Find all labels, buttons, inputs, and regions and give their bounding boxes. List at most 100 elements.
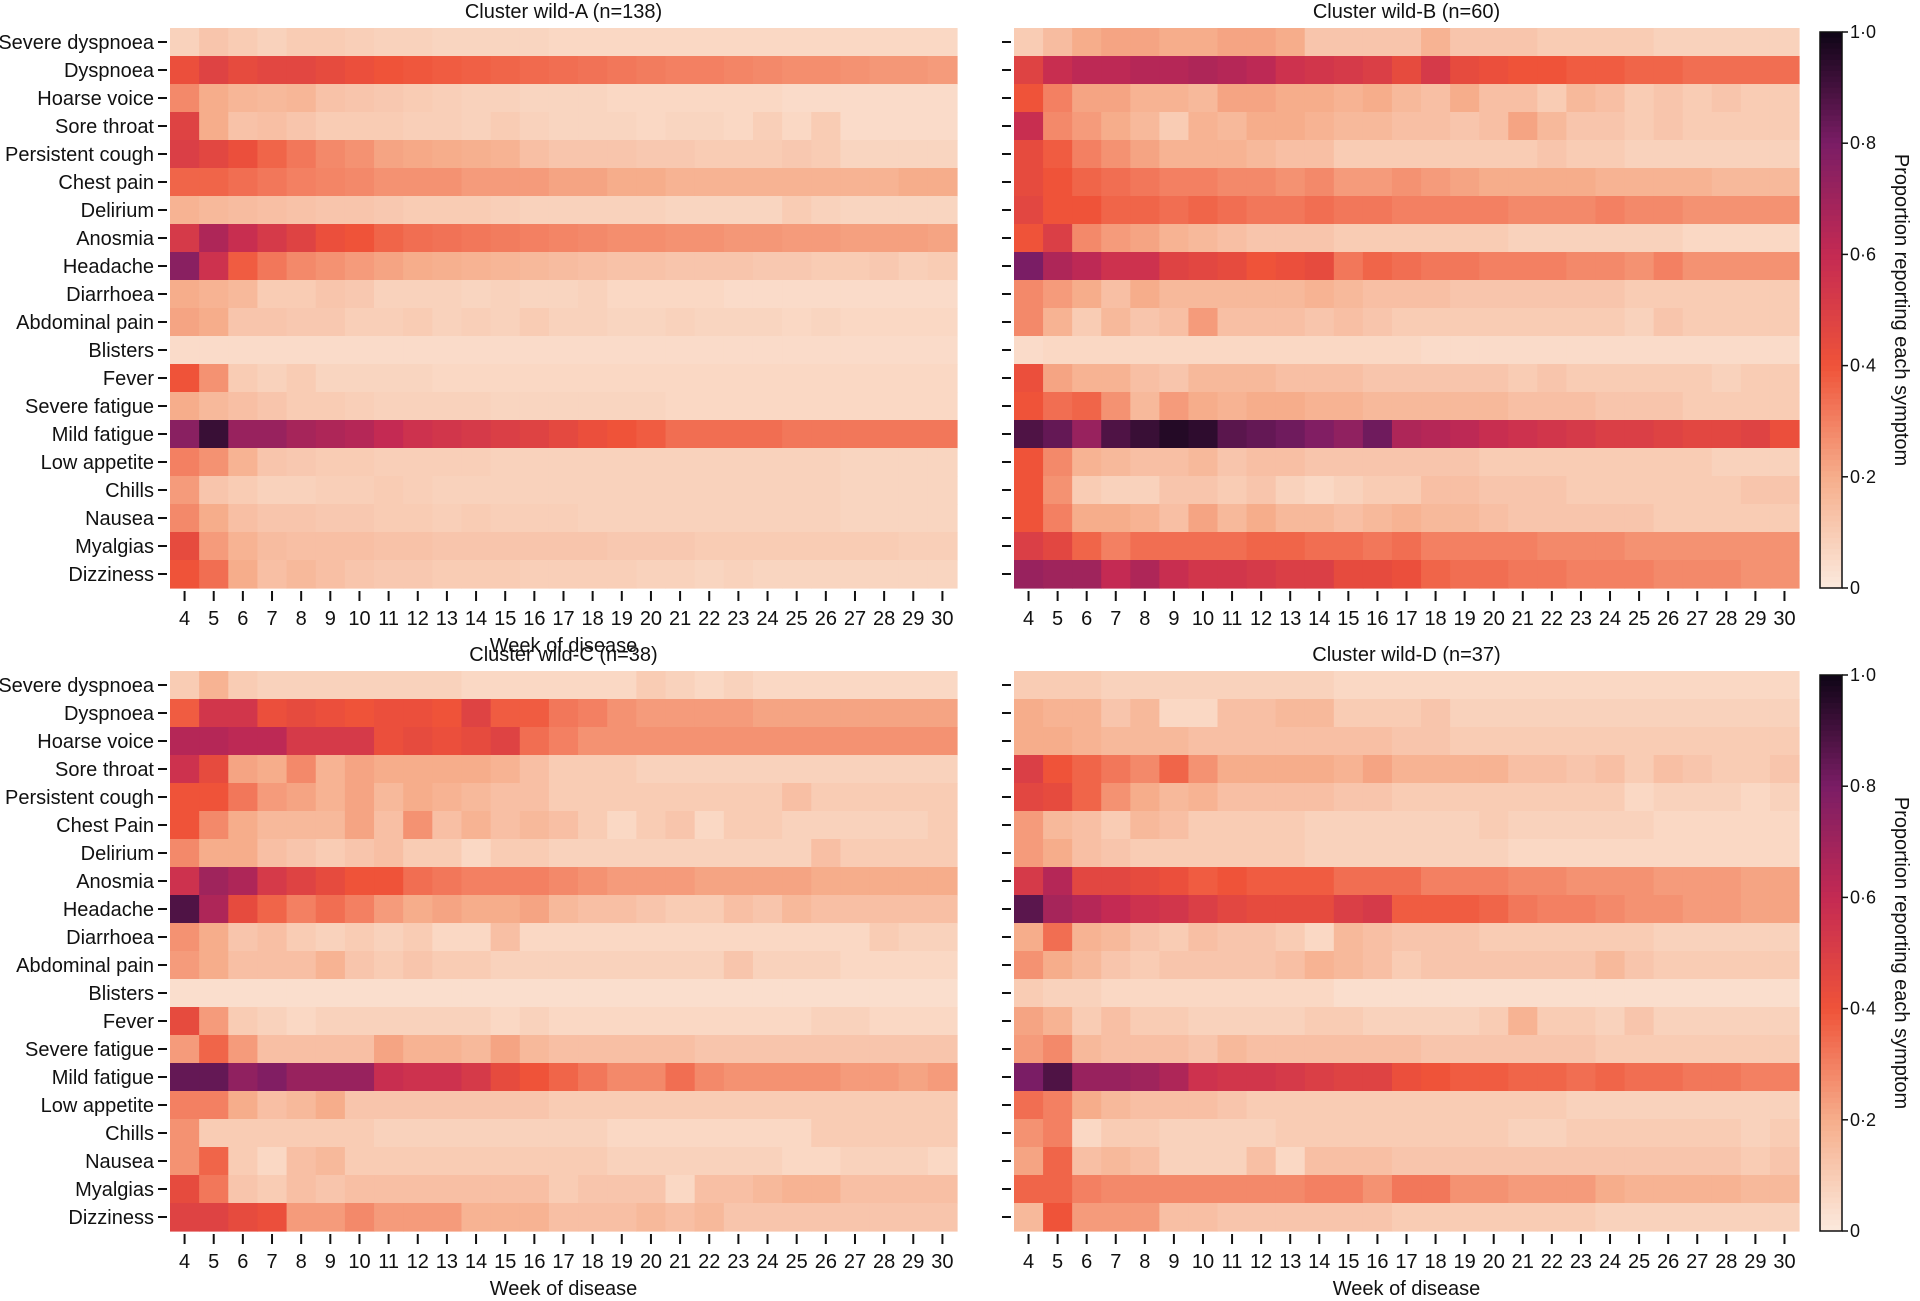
heatmap-cell [811, 532, 842, 561]
heatmap-cell [1769, 979, 1800, 1008]
colorbar-tick-label: 1·0 [1850, 22, 1876, 42]
heatmap-cell [432, 420, 463, 449]
heatmap-cell [1479, 28, 1509, 57]
heatmap-cell [170, 1035, 200, 1064]
heatmap-cell [752, 336, 783, 365]
heatmap-cell [1159, 979, 1190, 1008]
heatmap-cell [257, 476, 288, 505]
heatmap-cell [1682, 979, 1713, 1008]
heatmap-cell [403, 1175, 433, 1204]
heatmap-cell [898, 1175, 929, 1204]
heatmap-cell [1246, 839, 1277, 868]
heatmap-cell [432, 839, 463, 868]
heatmap-cell [286, 308, 317, 337]
x-tick-label: 5 [1052, 608, 1063, 630]
heatmap-cell [723, 224, 754, 253]
heatmap-cell [607, 979, 637, 1008]
heatmap-cell [1304, 727, 1335, 756]
x-tick-label: 8 [296, 1251, 307, 1273]
heatmap-cell [548, 811, 579, 840]
heatmap-cell [315, 699, 346, 728]
heatmap-cell [1450, 867, 1480, 896]
heatmap-cell [1275, 532, 1306, 561]
heatmap-cell [1595, 755, 1626, 784]
heatmap-cell [199, 1035, 229, 1064]
heatmap-cell [1769, 252, 1800, 281]
heatmap-cell [548, 392, 579, 421]
colorbar-swatch [1820, 321, 1842, 328]
heatmap-cell [1043, 1091, 1073, 1120]
heatmap-cell [1246, 56, 1277, 85]
heatmap-cell [228, 895, 259, 924]
heatmap-cell [665, 532, 696, 561]
heatmap-cell [315, 895, 346, 924]
panel-title: Cluster wild-A (n=138) [465, 1, 662, 23]
heatmap-cell [1101, 112, 1131, 141]
heatmap-cell [1101, 867, 1131, 896]
heatmap-cell [1740, 755, 1771, 784]
heatmap-cell [1101, 839, 1131, 868]
heatmap-cell [1595, 532, 1626, 561]
heatmap-cell [927, 84, 958, 113]
heatmap-cell [1130, 1035, 1160, 1064]
row-label: Nausea [85, 508, 155, 530]
heatmap-cell [490, 224, 521, 253]
heatmap-cell [1391, 811, 1422, 840]
heatmap-cell [694, 1007, 725, 1036]
heatmap-cell [1362, 1147, 1393, 1176]
colorbar-swatch [1820, 248, 1842, 255]
colorbar-swatch [1820, 791, 1842, 798]
heatmap-cell [1275, 336, 1306, 365]
heatmap-cell [1479, 560, 1509, 589]
heatmap-cell [1740, 1119, 1771, 1148]
heatmap-cell [1304, 196, 1335, 225]
heatmap-cell [1188, 168, 1219, 197]
heatmap-cell [519, 867, 550, 896]
heatmap-cell [840, 671, 871, 700]
heatmap-cell [811, 1063, 842, 1092]
heatmap-cell [315, 308, 346, 337]
heatmap-cell [636, 1147, 667, 1176]
heatmap-cell [607, 1175, 637, 1204]
heatmap-cell [403, 1119, 433, 1148]
row-label: Diarrhoea [66, 284, 155, 306]
heatmap-cell [1537, 308, 1567, 337]
heatmap-cell [665, 420, 696, 449]
heatmap-cell [665, 112, 696, 141]
heatmap-cell [1479, 336, 1509, 365]
heatmap-cell [1566, 1035, 1597, 1064]
heatmap-cell [1537, 867, 1567, 896]
heatmap-cell [694, 671, 725, 700]
colorbar-swatch [1820, 780, 1842, 787]
heatmap-cell [636, 112, 667, 141]
heatmap-cell [1014, 1035, 1044, 1064]
heatmap-cell [257, 839, 288, 868]
heatmap-cell [1217, 420, 1248, 449]
heatmap-cell [1595, 671, 1626, 700]
heatmap-cell [1479, 895, 1509, 924]
heatmap-cell [170, 476, 200, 505]
heatmap-cell [1043, 336, 1073, 365]
heatmap-cell [811, 1147, 842, 1176]
heatmap-cell [1537, 364, 1567, 393]
heatmap-cell [374, 895, 404, 924]
heatmap-cell [1595, 783, 1626, 812]
heatmap-cell [1188, 532, 1219, 561]
heatmap-cell [1711, 252, 1742, 281]
heatmap-cell [1537, 1007, 1567, 1036]
heatmap-cell [1304, 336, 1335, 365]
heatmap-cell [1537, 727, 1567, 756]
heatmap-cell [1450, 56, 1480, 85]
heatmap-cell [1101, 1063, 1131, 1092]
heatmap-cell [1653, 84, 1684, 113]
x-tick-label: 19 [1454, 608, 1476, 630]
heatmap-cell [432, 1147, 463, 1176]
heatmap-cell [1072, 1175, 1102, 1204]
x-axis-title: Week of disease [490, 1278, 638, 1300]
colorbar-swatch [1820, 487, 1842, 495]
heatmap-cell [607, 1091, 637, 1120]
heatmap-cell [1043, 1175, 1073, 1204]
heatmap-cell [1101, 727, 1131, 756]
heatmap-cell [432, 783, 463, 812]
heatmap-cell [548, 783, 579, 812]
